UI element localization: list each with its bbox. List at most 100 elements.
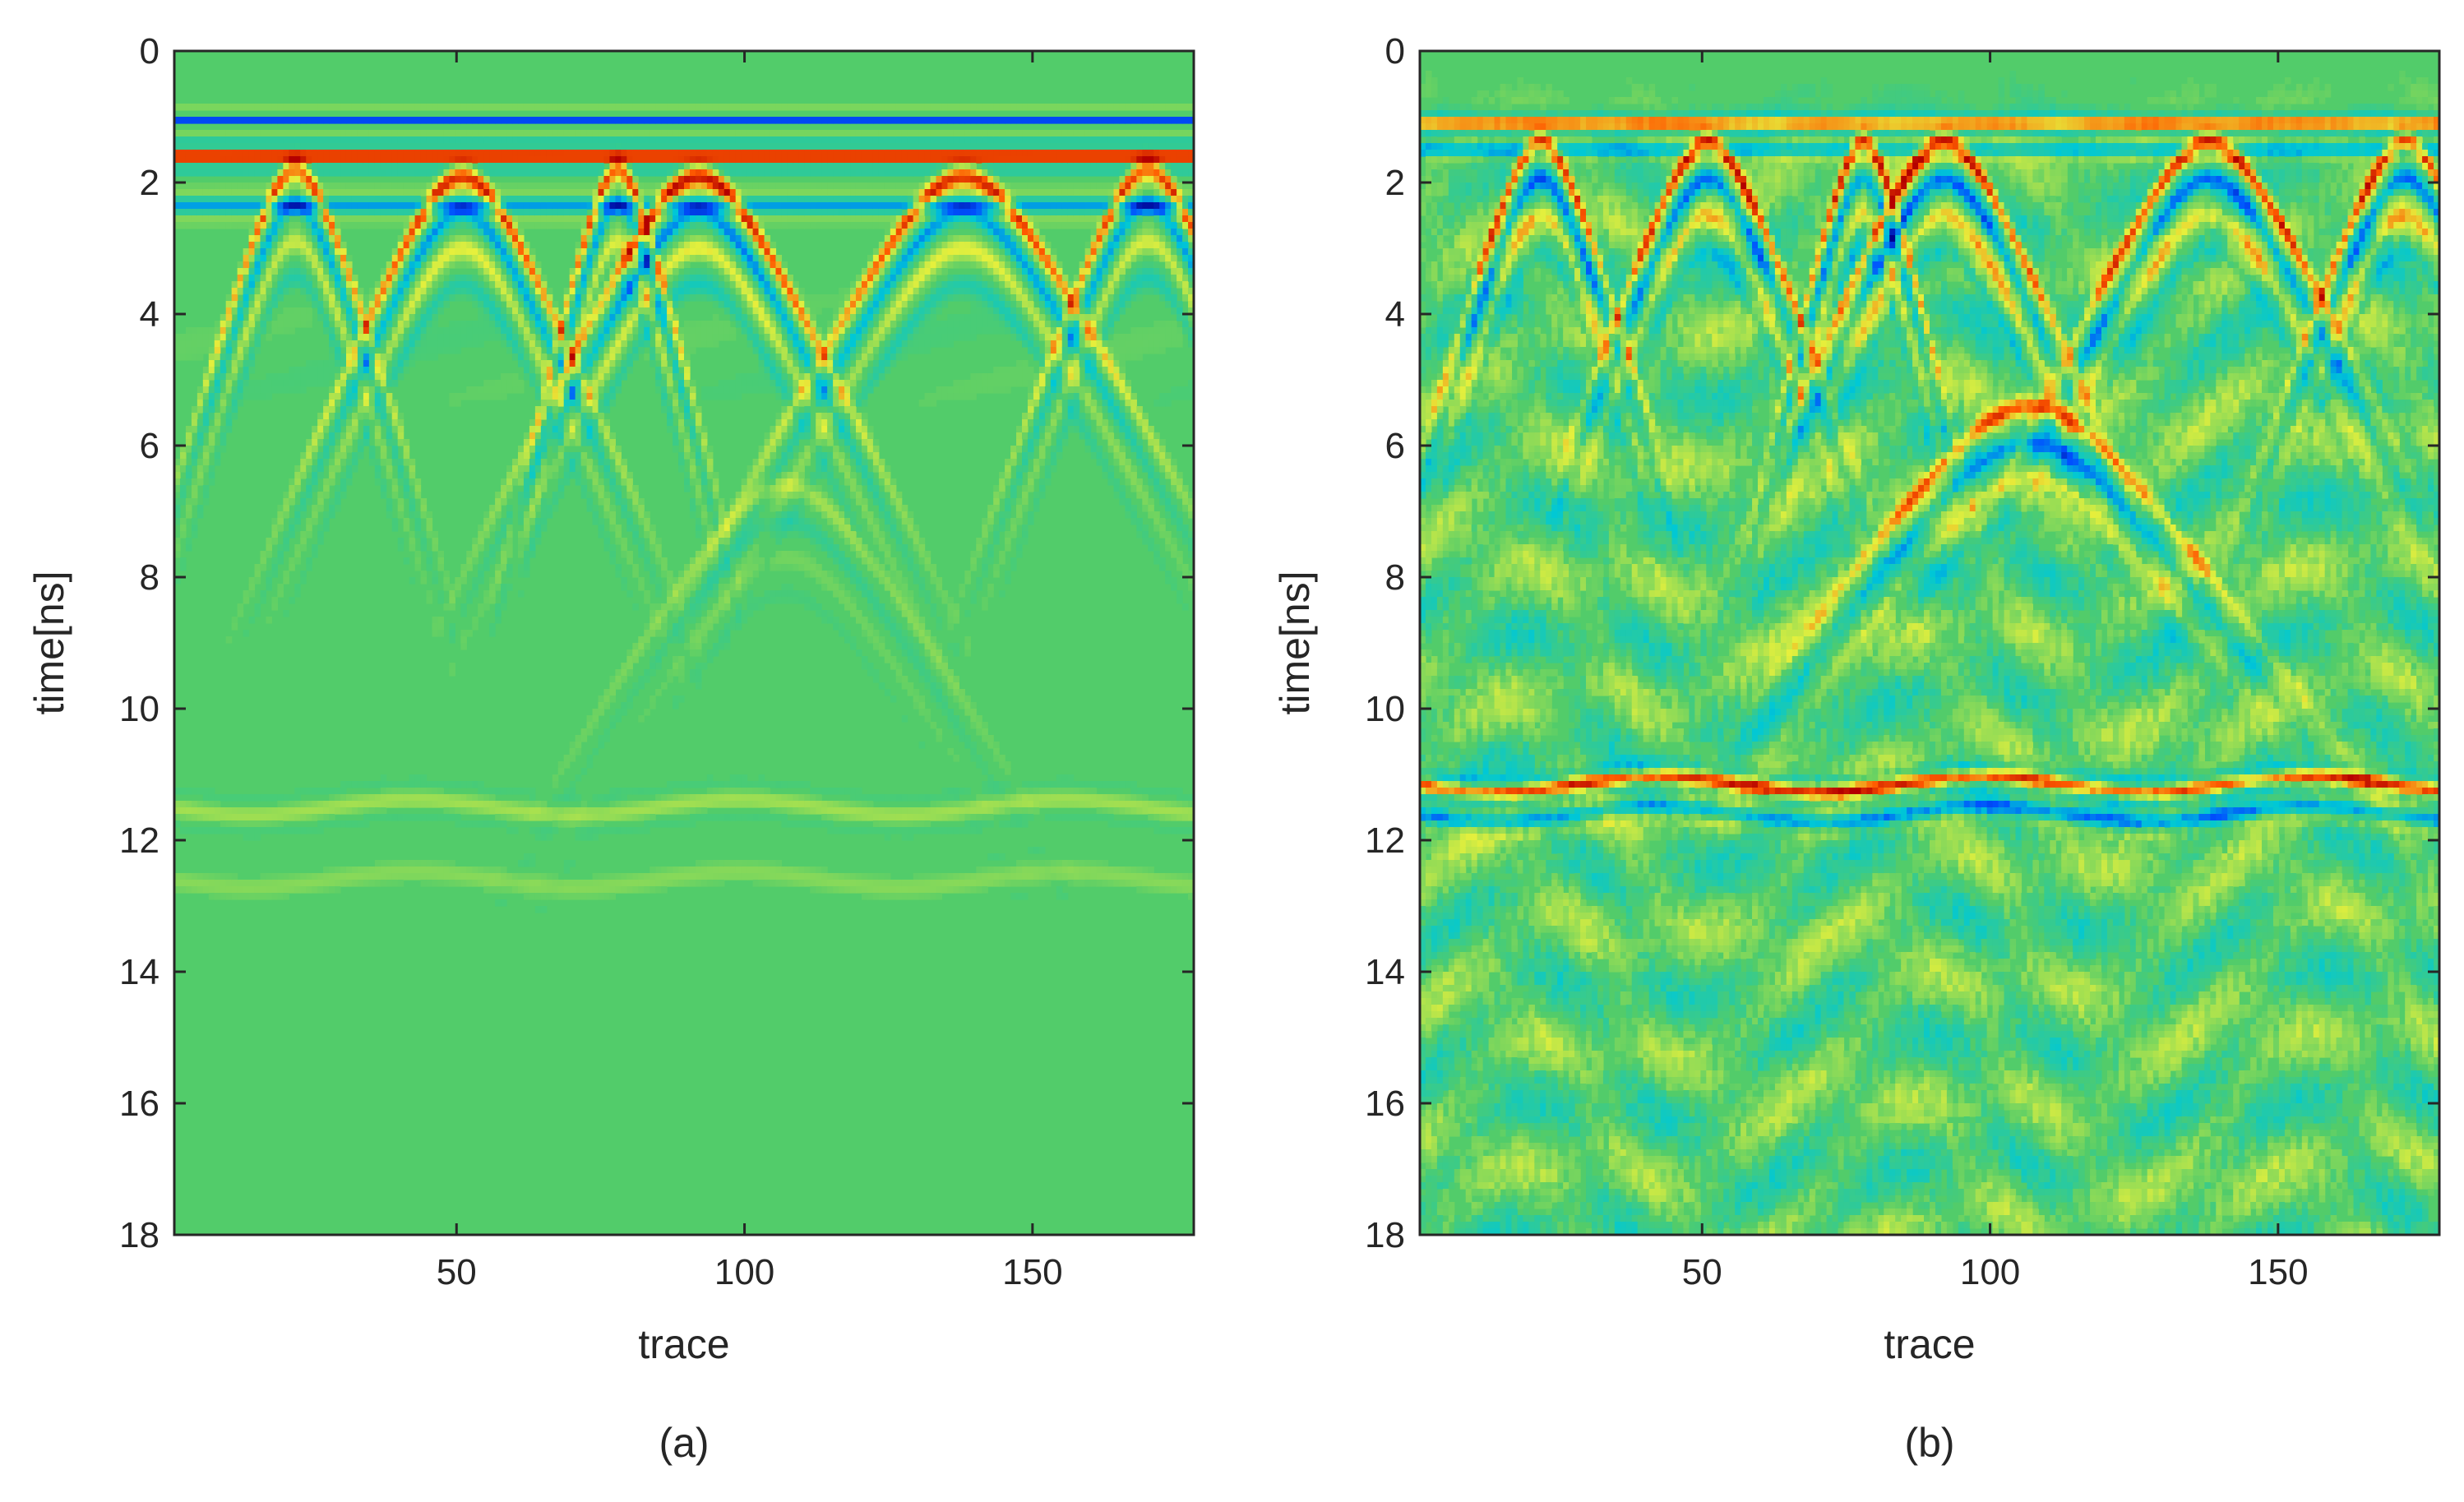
- heatmap-cell: [271, 827, 278, 834]
- heatmap-cell: [289, 156, 295, 164]
- heatmap-cell: [249, 235, 256, 243]
- heatmap-cell: [271, 163, 278, 170]
- heatmap-cell: [243, 814, 250, 821]
- heatmap-cell: [192, 478, 198, 486]
- heatmap-cell: [260, 229, 266, 236]
- heatmap-cell: [203, 807, 210, 815]
- heatmap-cell: [203, 340, 210, 348]
- heatmap-cell: [197, 807, 204, 815]
- heatmap-cell: [209, 873, 215, 880]
- heatmap-cell: [226, 143, 233, 150]
- heatmap-cell: [232, 169, 238, 177]
- heatmap-cell: [271, 222, 278, 229]
- heatmap-cell: [283, 886, 289, 894]
- heatmap-cell: [180, 814, 187, 821]
- heatmap-cell: [283, 814, 289, 821]
- heatmap-cell: [215, 150, 221, 157]
- heatmap-cell: [277, 202, 284, 210]
- heatmap-cell: [289, 169, 295, 177]
- heatmap-cell: [192, 814, 198, 821]
- heatmap-cell: [255, 261, 261, 269]
- heatmap-cell: [306, 255, 312, 262]
- heatmap-cell: [186, 886, 192, 894]
- heatmap-cell: [192, 136, 198, 144]
- heatmap-cell: [243, 820, 250, 828]
- heatmap-cell: [186, 327, 192, 335]
- heatmap-cell: [277, 196, 284, 203]
- heatmap-cell: [255, 307, 261, 315]
- heatmap-cell: [300, 275, 307, 282]
- heatmap-cell: [197, 156, 204, 164]
- heatmap-cell: [197, 406, 204, 414]
- heatmap-cell: [294, 143, 301, 150]
- heatmap-cell: [238, 268, 244, 275]
- heatmap-cell: [220, 222, 227, 229]
- heatmap-cell: [294, 261, 301, 269]
- heatmap-cell: [300, 459, 307, 466]
- heatmap-cell: [260, 380, 266, 387]
- heatmap-cell: [289, 367, 295, 374]
- heatmap-cell: [300, 880, 307, 887]
- heatmap-cell: [226, 354, 233, 361]
- heatmap-cell: [232, 893, 238, 900]
- heatmap-cell: [300, 505, 307, 512]
- heatmap-cell: [300, 577, 307, 585]
- heatmap-cell: [220, 794, 227, 802]
- heatmap-cell: [192, 492, 198, 499]
- heatmap-cell: [294, 807, 301, 815]
- heatmap-cell: [180, 202, 187, 210]
- heatmap-cell: [220, 150, 227, 157]
- heatmap-cell: [271, 886, 278, 894]
- heatmap-cell: [186, 347, 192, 354]
- heatmap-cell: [197, 788, 204, 795]
- heatmap-cell: [226, 150, 233, 157]
- heatmap-cell: [306, 367, 312, 374]
- heatmap-cell: [277, 163, 284, 170]
- heatmap-cell: [203, 498, 210, 506]
- heatmap-cell: [180, 209, 187, 216]
- heatmap-cell: [203, 459, 210, 466]
- heatmap-cell: [243, 202, 250, 210]
- heatmap-cell: [294, 136, 301, 144]
- heatmap-cell: [180, 525, 187, 532]
- heatmap-cell: [226, 294, 233, 302]
- heatmap-cell: [192, 807, 198, 815]
- heatmap-cell: [215, 446, 221, 453]
- heatmap-cell: [294, 235, 301, 243]
- heatmap-cell: [226, 189, 233, 196]
- heatmap-cell: [271, 820, 278, 828]
- heatmap-cell: [283, 880, 289, 887]
- heatmap-cell: [289, 222, 295, 229]
- heatmap-cell: [312, 189, 318, 196]
- heatmap-cell: [209, 163, 215, 170]
- heatmap-cell: [226, 104, 233, 111]
- heatmap-cell: [186, 498, 192, 506]
- heatmap-cell: [209, 104, 215, 111]
- heatmap-cell: [277, 150, 284, 157]
- heatmap-cell: [238, 301, 244, 308]
- heatmap-cell: [215, 117, 221, 124]
- heatmap-cell: [249, 301, 256, 308]
- heatmap-cell: [197, 347, 204, 354]
- heatmap-cell: [294, 367, 301, 374]
- heatmap-cell: [277, 215, 284, 223]
- heatmap-cell: [289, 880, 295, 887]
- heatmap-cell: [243, 301, 250, 308]
- heatmap-cell: [277, 511, 284, 519]
- heatmap-cell: [215, 827, 221, 834]
- heatmap-cell: [266, 235, 272, 243]
- heatmap-cell: [220, 446, 227, 453]
- heatmap-cell: [255, 242, 261, 249]
- heatmap-cell: [226, 314, 233, 321]
- heatmap-cell: [243, 255, 250, 262]
- heatmap-cell: [249, 268, 256, 275]
- heatmap-cell: [226, 893, 233, 900]
- heatmap-cell: [294, 248, 301, 256]
- heatmap-cell: [255, 610, 261, 617]
- heatmap-cell: [294, 321, 301, 328]
- heatmap-cell: [186, 169, 192, 177]
- heatmap-cell: [306, 288, 312, 295]
- heatmap-cell: [220, 426, 227, 433]
- heatmap-cell: [209, 373, 215, 381]
- heatmap-cell: [238, 104, 244, 111]
